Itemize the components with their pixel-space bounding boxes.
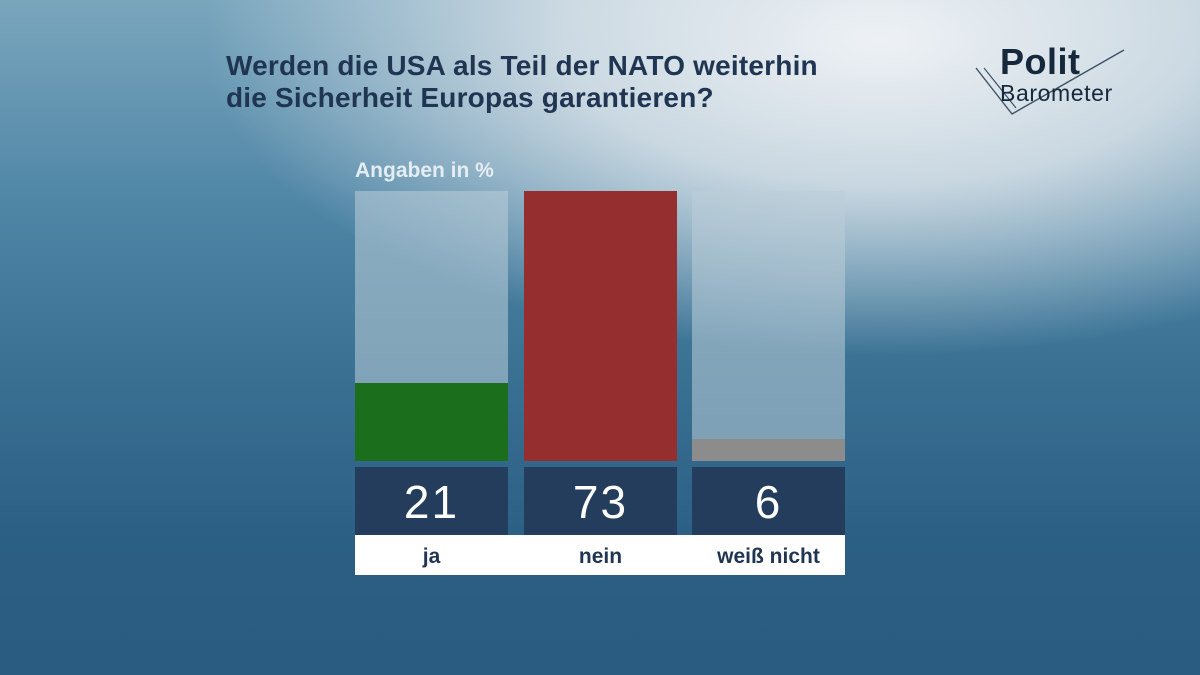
data-label-ja: 21 — [404, 476, 459, 528]
logo-line-2: Barometer — [1000, 80, 1113, 106]
value-box-weiss-nicht — [692, 467, 845, 535]
bar-ja — [355, 383, 508, 461]
bar-track-weiss-nicht — [692, 191, 845, 461]
title-line-2: die Sicherheit Europas garantieren? — [226, 82, 714, 113]
data-label-nein: 73 — [573, 476, 628, 528]
bar-weiss-nicht — [692, 439, 845, 461]
category-label-weiss-nicht: weiß nicht — [716, 545, 820, 568]
category-label-ja: ja — [422, 545, 441, 568]
bar-nein — [524, 191, 677, 461]
data-label-weiss-nicht: 6 — [755, 476, 783, 528]
checkmark-icon — [975, 49, 1125, 115]
title-line-1: Werden die USA als Teil der NATO weiterh… — [226, 50, 818, 81]
logo-line-1: Polit — [1000, 41, 1081, 82]
category-label-strip — [355, 535, 845, 575]
politbarometer-logo: Polit Barometer — [972, 40, 1132, 118]
value-box-ja — [355, 467, 508, 535]
value-box-nein — [524, 467, 677, 535]
unit-label: Angaben in % — [355, 159, 494, 182]
category-label-nein: nein — [579, 545, 622, 568]
chart-title: Werden die USA als Teil der NATO weiterh… — [226, 50, 946, 114]
